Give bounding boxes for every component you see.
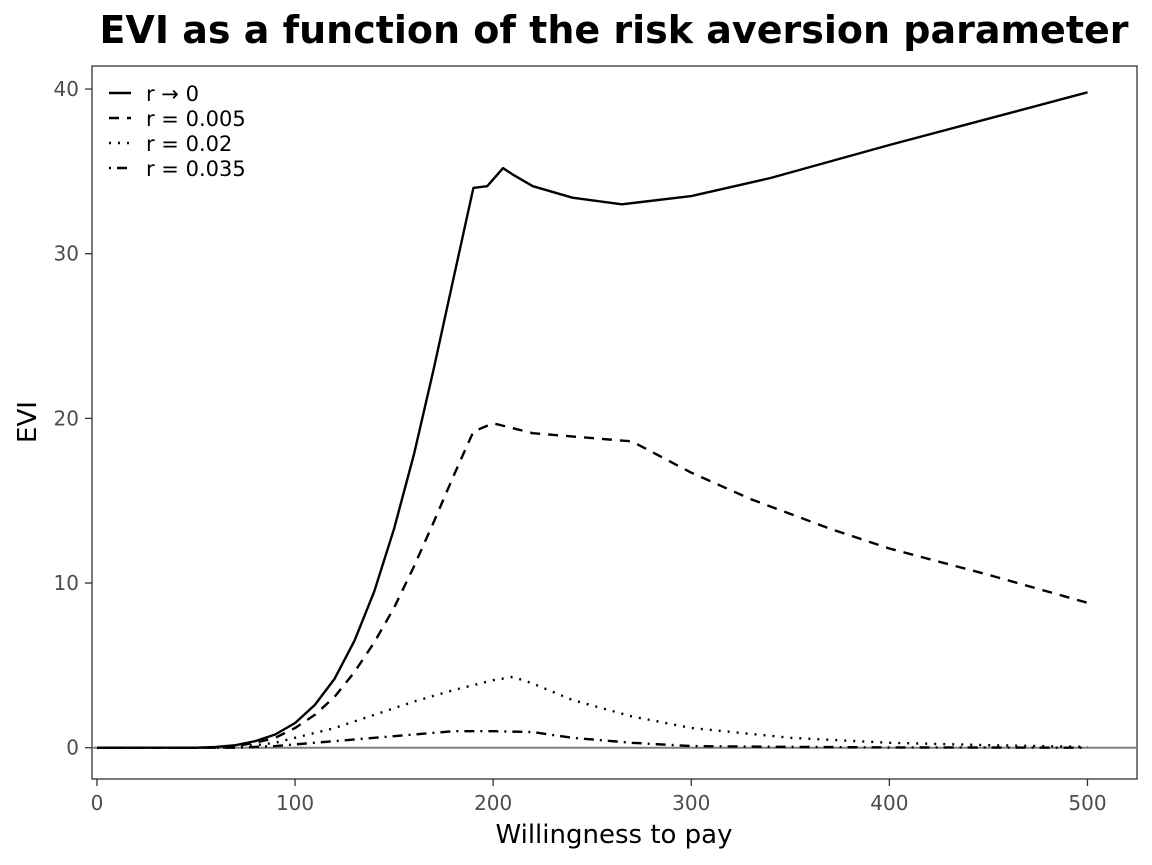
x-tick-label: 200	[474, 791, 512, 815]
legend-label-4: r = 0.035	[146, 157, 246, 181]
legend-label-2: r = 0.005	[146, 107, 246, 131]
x-tick-label: 500	[1068, 791, 1106, 815]
y-tick-label: 20	[54, 406, 79, 430]
series-lines	[97, 91, 1088, 749]
legend-label-1: r → 0	[146, 82, 199, 106]
plot-panel	[91, 65, 1138, 780]
x-tick-label: 0	[91, 791, 104, 815]
y-axis: 0 10 20 30 40	[54, 77, 92, 760]
series-line-3	[97, 675, 1088, 749]
x-tick-label: 100	[276, 791, 314, 815]
x-tick-label: 400	[870, 791, 908, 815]
x-axis-title: Willingness to pay	[495, 820, 732, 850]
y-tick-label: 30	[54, 242, 79, 266]
x-axis: 0 100 200 300 400 500	[91, 779, 1107, 815]
chart-title: EVI as a function of the risk aversion p…	[99, 8, 1128, 52]
x-tick-label: 300	[672, 791, 710, 815]
series-line-1	[97, 91, 1088, 749]
y-tick-label: 40	[54, 77, 79, 101]
legend-label-3: r = 0.02	[146, 132, 232, 156]
series-line-4	[97, 730, 1088, 749]
y-axis-title: EVI	[13, 401, 43, 443]
series-line-2	[97, 422, 1088, 749]
y-tick-label: 0	[66, 736, 79, 760]
y-tick-label: 10	[54, 571, 79, 595]
